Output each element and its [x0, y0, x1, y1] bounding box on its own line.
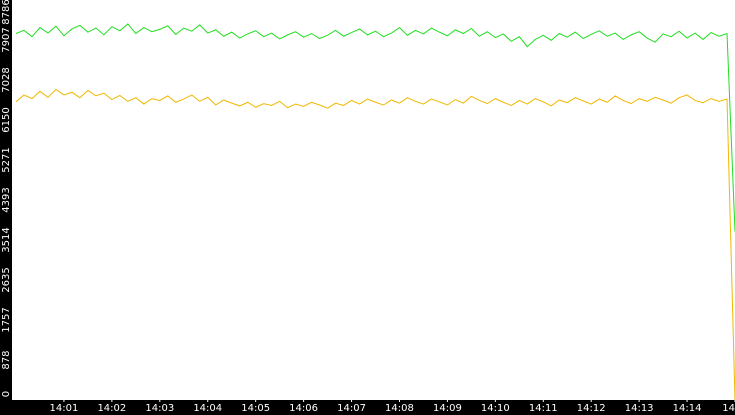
series-line — [15, 23, 735, 232]
series-line — [15, 88, 735, 401]
x-tick-label: 14:09 — [433, 403, 462, 414]
y-tick-label: 8786 — [1, 0, 12, 25]
y-tick-label: 0 — [1, 391, 12, 397]
y-tick-label: 4393 — [1, 187, 12, 212]
x-tick-label: 14:07 — [337, 403, 366, 414]
x-tick-label: 14:13 — [625, 403, 654, 414]
x-tick-label: 14:01 — [50, 403, 79, 414]
x-tick-label: 14:11 — [529, 403, 558, 414]
x-tick-label: 14:04 — [193, 403, 222, 414]
y-tick-label: 3514 — [1, 227, 12, 252]
x-tick-label: 14:06 — [289, 403, 318, 414]
y-tick-label: 5271 — [1, 147, 12, 172]
x-tick-label: 14:02 — [97, 403, 126, 414]
x-tick-label: 14 — [722, 403, 735, 414]
x-tick-label: 14:14 — [673, 403, 702, 414]
x-tick-label: 14:05 — [241, 403, 270, 414]
y-tick-label: 7028 — [1, 67, 12, 92]
x-tick-label: 14:08 — [385, 403, 414, 414]
y-tick-label: 6150 — [1, 107, 12, 132]
y-tick-label: 878 — [1, 350, 12, 369]
x-tick-label: 14:12 — [577, 403, 606, 414]
x-tick-label: 14:03 — [145, 403, 174, 414]
x-axis-band — [0, 400, 735, 415]
y-tick-label: 7907 — [1, 27, 12, 52]
x-tick-label: 14:10 — [481, 403, 510, 414]
y-axis-band — [0, 0, 12, 415]
y-tick-label: 2635 — [1, 267, 12, 292]
y-tick-label: 1757 — [1, 307, 12, 332]
